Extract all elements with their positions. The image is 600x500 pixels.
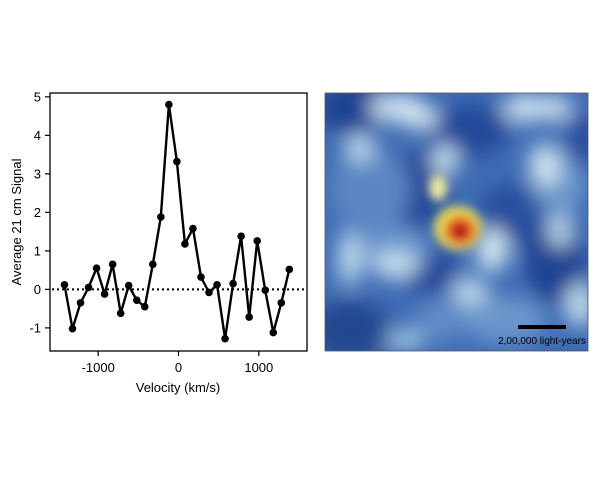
y-tick-label: 5 — [34, 89, 41, 104]
data-point — [165, 100, 173, 109]
x-tick-label: 1000 — [244, 360, 273, 375]
heatmap-structure — [325, 93, 588, 351]
data-point — [277, 299, 286, 307]
data-points — [60, 100, 294, 343]
data-point — [269, 328, 278, 337]
y-axis: -1 0 1 2 3 4 5 — [29, 89, 50, 335]
heatmap-frame — [324, 92, 589, 352]
data-point — [245, 313, 253, 321]
x-tick-label: 0 — [175, 360, 182, 375]
data-point — [68, 324, 77, 333]
data-point — [221, 334, 229, 343]
data-point — [181, 240, 189, 248]
y-tick-label: 2 — [34, 205, 41, 220]
x-axis: -1000 0 1000 — [82, 351, 273, 375]
data-point — [108, 260, 117, 269]
data-point — [84, 283, 93, 292]
data-point — [100, 290, 109, 298]
y-tick-label: 4 — [34, 128, 41, 143]
data-point — [285, 265, 294, 274]
data-point — [197, 273, 205, 281]
line-chart: -1 0 1 2 3 4 5 -1000 0 1000 Velocity (km/s) Aver… — [9, 89, 308, 395]
data-point — [189, 224, 197, 233]
x-tick-label: -1000 — [82, 360, 115, 375]
y-tick-label: 0 — [34, 282, 41, 297]
signal-hotspot — [429, 175, 482, 250]
y-tick-label: 1 — [34, 243, 41, 258]
data-point — [140, 302, 149, 311]
y-axis-label: Average 21 cm Signal — [9, 158, 24, 285]
data-point — [124, 281, 133, 290]
data-point — [213, 280, 221, 289]
scale-bar-label: 2,00,000 light-years — [498, 336, 586, 347]
data-point — [205, 288, 213, 297]
series-line — [63, 103, 291, 340]
scale-bar — [518, 325, 566, 329]
data-point — [261, 286, 270, 294]
data-point — [149, 260, 157, 269]
data-point — [116, 309, 125, 318]
data-point — [229, 279, 237, 288]
x-axis-label: Velocity (km/s) — [136, 380, 221, 395]
data-point — [60, 280, 69, 289]
heatmap: 2,00,000 light-years — [324, 92, 589, 352]
data-point — [253, 237, 262, 245]
data-point — [157, 213, 165, 221]
data-point — [92, 264, 101, 273]
y-tick-label: 3 — [34, 166, 41, 181]
y-tick-label: -1 — [29, 320, 41, 335]
data-point — [237, 232, 245, 241]
data-point — [76, 299, 85, 307]
data-point — [173, 157, 181, 166]
data-point — [132, 296, 141, 304]
